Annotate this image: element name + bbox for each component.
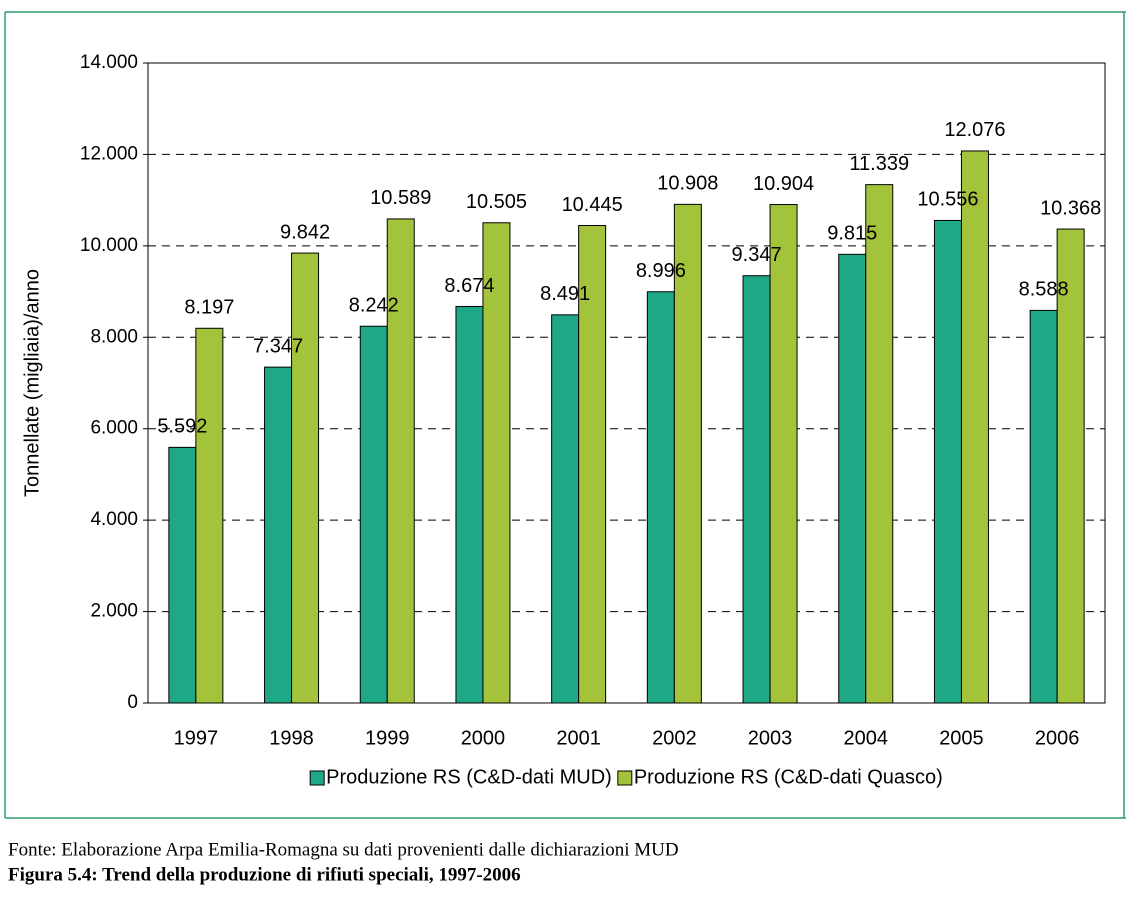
- bar: [168, 446, 197, 704]
- bar: [359, 325, 388, 704]
- y-tick-label: 14.000: [80, 52, 138, 73]
- y-tick-label: 0: [127, 692, 138, 713]
- x-tick-label: 2006: [1035, 727, 1080, 749]
- bar: [960, 150, 989, 704]
- data-label: 10.505: [466, 191, 527, 213]
- plot-border: [147, 62, 1106, 704]
- bar: [386, 218, 415, 704]
- data-label: 8.491: [540, 283, 590, 305]
- data-label: 5.592: [157, 416, 207, 438]
- x-tick-label: 2002: [652, 727, 697, 749]
- bar: [769, 204, 798, 704]
- x-tick-label: 1997: [174, 727, 219, 749]
- bar: [673, 203, 702, 704]
- x-tick-label: 1999: [365, 727, 410, 749]
- bar: [646, 291, 675, 704]
- bar: [865, 184, 894, 704]
- data-label: 11.339: [849, 153, 909, 175]
- x-tick-label: 2000: [461, 727, 506, 749]
- y-axis-label: Tonnellate (migliaia)/anno: [21, 269, 43, 497]
- bar: [455, 305, 484, 704]
- data-label: 10.904: [753, 173, 814, 195]
- data-label: 8.674: [444, 275, 494, 297]
- y-tick-label: 6.000: [90, 418, 138, 439]
- bar: [838, 253, 867, 704]
- bar: [742, 275, 771, 704]
- data-label: 10.556: [917, 189, 978, 211]
- data-label: 8.588: [1019, 279, 1069, 301]
- data-label: 9.842: [280, 221, 330, 243]
- x-tick-label: 2001: [556, 727, 601, 749]
- data-label: 10.445: [562, 194, 623, 216]
- bar: [291, 252, 320, 704]
- bar: [551, 314, 580, 704]
- data-label: 10.908: [657, 173, 718, 195]
- x-tick-label: 2003: [748, 727, 793, 749]
- bar: [482, 222, 511, 704]
- y-tick-label: 2.000: [90, 601, 138, 622]
- data-label: 12.076: [944, 119, 1005, 141]
- data-label: 7.347: [253, 335, 303, 357]
- y-tick-label: 8.000: [90, 326, 138, 347]
- data-label: 10.589: [370, 187, 431, 209]
- bar: [933, 219, 962, 704]
- data-label: 9.815: [827, 223, 877, 245]
- bar: [264, 366, 293, 704]
- bar: [195, 327, 224, 704]
- legend-swatch: [309, 770, 325, 786]
- data-label: 9.347: [732, 244, 782, 266]
- x-tick-label: 1998: [269, 727, 314, 749]
- bar: [578, 225, 607, 704]
- data-label: 8.242: [349, 295, 399, 317]
- source: Fonte: Elaborazione Arpa Emilia-Romagna …: [8, 839, 679, 860]
- bar: [1056, 228, 1085, 704]
- legend-label: Produzione RS (C&D-dati Quasco): [634, 766, 943, 788]
- data-label: 10.368: [1040, 197, 1101, 219]
- x-tick-label: 2004: [844, 727, 889, 749]
- y-tick-label: 10.000: [80, 235, 138, 256]
- y-tick-label: 4.000: [90, 509, 138, 530]
- legend-swatch: [617, 770, 633, 786]
- y-tick-label: 12.000: [80, 143, 138, 164]
- legend-label: Produzione RS (C&D-dati MUD): [326, 766, 612, 788]
- data-label: 8.996: [636, 260, 686, 282]
- caption: Figura 5.4: Trend della produzione di ri…: [8, 864, 521, 885]
- x-tick-label: 2005: [939, 727, 984, 749]
- data-label: 8.197: [184, 297, 234, 319]
- bar: [1029, 309, 1058, 704]
